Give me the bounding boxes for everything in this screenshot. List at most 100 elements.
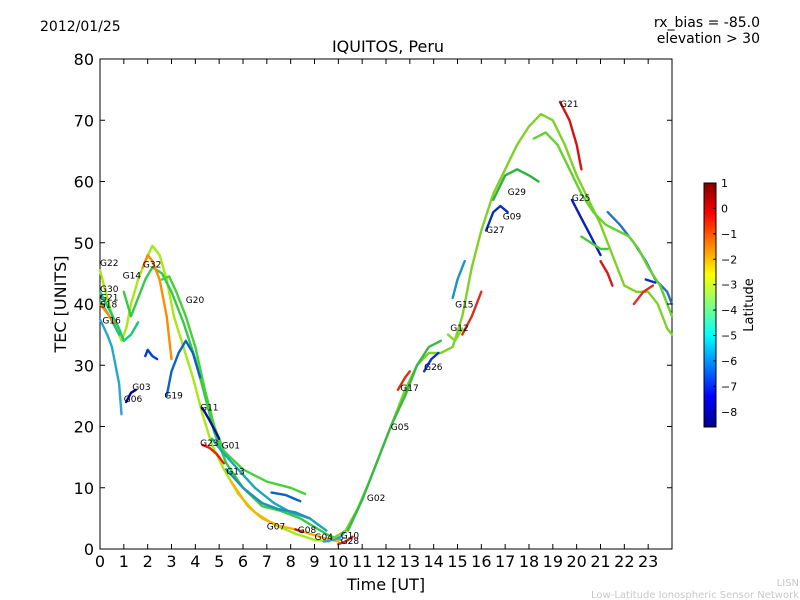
series-line-g08: [294, 528, 304, 534]
series-line-g19: [165, 339, 202, 398]
colorbar-tick-label: −4: [721, 304, 737, 317]
x-tick-label: 5: [214, 552, 224, 571]
y-axis-ticks: 0 10 20 30 40 50 60 70 80: [74, 50, 672, 559]
series-line-g15: [461, 290, 483, 336]
x-tick-label: 7: [262, 552, 272, 571]
colorbar-label: Latitude: [742, 278, 757, 332]
series-line-g21: [558, 100, 583, 171]
satellite-label-g25: G25: [572, 194, 590, 204]
satellite-label-g02: G02: [367, 494, 385, 504]
x-tick-label: 22: [614, 552, 634, 571]
satellite-label-g30: G30: [100, 285, 119, 295]
series-line-g30: [98, 290, 140, 342]
x-tick-label: 2: [143, 552, 153, 571]
satellite-label-s18: S18: [100, 301, 117, 311]
satellite-label-g08: G08: [298, 526, 317, 536]
series-line-g11: [201, 406, 221, 440]
x-tick-label: 4: [190, 552, 200, 571]
satellite-label-g17: G17: [400, 384, 418, 394]
satellite-label-g29: G29: [508, 188, 527, 198]
series-line-g13: [225, 468, 311, 520]
series-line-track-31: [599, 259, 614, 287]
colorbar-tick-label: −3: [721, 279, 737, 292]
x-tick-label: 0: [95, 552, 105, 571]
chart-title: IQUITOS, Peru: [332, 37, 444, 56]
colorbar-tick-label: 0: [721, 202, 728, 215]
series-layer: [98, 100, 674, 546]
network-label: Low-Latitude Ionospheric Sensor Network: [591, 590, 799, 600]
colorbar-tick-label: −1: [721, 228, 737, 241]
elevation-label: elevation > 30: [657, 31, 760, 47]
satellite-label-g01: G01: [222, 442, 240, 452]
series-line-g20: [160, 275, 307, 496]
series-line-s18: [98, 302, 116, 324]
x-tick-label: 6: [238, 552, 248, 571]
y-tick-label: 0: [84, 540, 94, 559]
series-line-g17: [396, 370, 411, 391]
x-tick-label: 23: [638, 552, 658, 571]
latitude-colorbar: 1 0 −1 −2 −3 −4 −5 −6 −7 −8 Latitude: [703, 177, 757, 428]
series-line-g09: [451, 259, 466, 300]
y-tick-label: 60: [74, 173, 94, 192]
date-label: 2012/01/25: [40, 19, 121, 35]
x-tick-label: 17: [495, 552, 515, 571]
y-tick-label: 70: [74, 111, 94, 130]
colorbar-tick-label: 1: [721, 177, 728, 190]
series-line-g16: [98, 318, 123, 416]
x-tick-label: 10: [328, 552, 348, 571]
x-tick-label: 1: [119, 552, 129, 571]
satellite-label-g27: G27: [486, 226, 504, 236]
x-tick-label: 20: [566, 552, 586, 571]
series-line-g23: [201, 443, 226, 465]
satellite-label-g28: G28: [341, 537, 360, 547]
y-tick-label: 30: [74, 356, 94, 375]
y-tick-label: 10: [74, 479, 94, 498]
lisn-label: LISN: [777, 578, 799, 589]
y-tick-label: 40: [74, 295, 94, 314]
series-line-g12: [446, 327, 464, 342]
series-line-g07: [229, 480, 340, 543]
rx-bias-label: rx_bias = -85.0: [654, 15, 760, 31]
series-line-g27: [484, 204, 509, 232]
satellite-label-g20: G20: [186, 296, 205, 306]
satellite-label-g03: G03: [132, 383, 150, 393]
x-tick-label: 3: [166, 552, 176, 571]
y-tick-label: 80: [74, 50, 94, 69]
satellite-label-g06: G06: [124, 395, 143, 405]
series-line-g04: [270, 491, 302, 503]
satellite-label-g14: G14: [123, 271, 142, 281]
satellite-label-g07: G07: [267, 522, 285, 532]
y-axis-label: TEC [UNITS]: [51, 256, 70, 354]
colorbar-tick-label: −2: [721, 253, 737, 266]
series-line-g05: [346, 339, 442, 532]
x-tick-label: 21: [590, 552, 610, 571]
x-tick-label: 15: [447, 552, 467, 571]
satellite-label-g22: G22: [100, 259, 118, 269]
satellite-label-g32: G32: [143, 260, 161, 270]
satellite-label-g11: G11: [200, 404, 218, 414]
satellite-label-g16: G16: [102, 317, 121, 327]
satellite-label-g04: G04: [315, 533, 334, 543]
series-line-track-32: [580, 235, 609, 251]
series-line-g14: [122, 266, 342, 541]
x-axis-label: Time [UT]: [346, 575, 425, 594]
series-line-g03: [125, 388, 137, 404]
colorbar-tick-label: −5: [721, 330, 737, 343]
satellite-label-g21: G21: [560, 100, 578, 110]
satellite-label-g05: G05: [391, 423, 409, 433]
series-line-g06: [144, 348, 159, 361]
series-line-track-36: [644, 278, 657, 284]
satellite-label-g10: G10: [341, 532, 360, 542]
satellite-label-g12: G12: [450, 324, 468, 334]
satellite-label-g26: G26: [424, 363, 443, 373]
x-tick-label: 18: [519, 552, 539, 571]
x-axis-ticks: 0 1 2 3 4 5 6 7 8 9 10 11 12 13 14 15 16 17 18 19 20 21 22 23: [95, 59, 658, 571]
series-line-g28: [337, 535, 354, 546]
series-line-g26: [422, 351, 440, 373]
satellite-label-g15: G15: [455, 301, 473, 311]
satellite-label-g21: G21: [100, 293, 118, 303]
colorbar-tick-label: −8: [721, 406, 737, 419]
colorbar-gradient: [703, 182, 717, 428]
